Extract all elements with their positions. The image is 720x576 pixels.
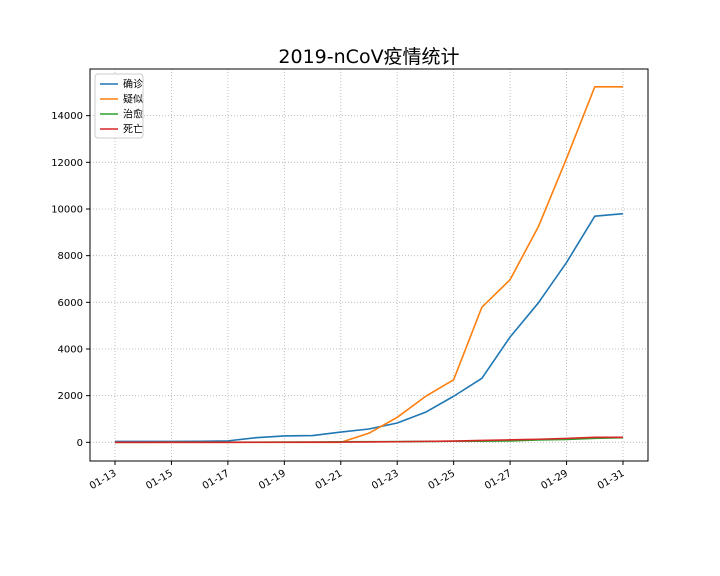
- x-tick-label: 01-19: [257, 468, 288, 492]
- grid: [90, 69, 648, 461]
- x-tick-label: 01-25: [426, 468, 457, 492]
- x-tick-label: 01-13: [88, 468, 119, 492]
- x-tick-label: 01-27: [483, 468, 514, 492]
- legend-label: 死亡: [123, 123, 143, 136]
- y-tick-label: 0: [77, 438, 83, 449]
- y-tick-label: 2000: [58, 391, 83, 402]
- x-tick-label: 01-15: [144, 468, 175, 492]
- plot-area-frame: [89, 68, 649, 462]
- series-line: [115, 85, 623, 444]
- y-tick-label: 14000: [51, 111, 83, 122]
- legend-label: 确诊: [123, 78, 143, 91]
- y-axis: 0 2000 4000 6000 8000 10000 12000 14000: [51, 111, 90, 449]
- y-tick-label: 4000: [58, 345, 83, 356]
- x-tick-label: 01-29: [539, 468, 570, 492]
- chart-title: 2019-nCoV疫情统计: [278, 46, 459, 68]
- series-lines: [115, 85, 624, 444]
- x-tick-label: 01-23: [370, 468, 401, 492]
- legend-label: 疑似: [123, 94, 143, 106]
- y-tick-label: 6000: [58, 298, 83, 309]
- series-line: [115, 212, 624, 443]
- series-line: [115, 436, 623, 444]
- x-tick-label: 01-21: [314, 468, 345, 492]
- x-tick-label: 01-31: [596, 468, 627, 492]
- x-tick-label: 01-17: [201, 468, 232, 492]
- y-tick-label: 10000: [51, 205, 83, 216]
- y-tick-label: 8000: [58, 251, 83, 262]
- y-tick-label: 12000: [51, 158, 83, 169]
- legend-box: [94, 73, 144, 139]
- x-axis: 01-13 01-15 01-17 01-19 01-21 01-23 01-25 01-27…: [88, 461, 627, 492]
- legend-label: 治愈: [123, 108, 143, 121]
